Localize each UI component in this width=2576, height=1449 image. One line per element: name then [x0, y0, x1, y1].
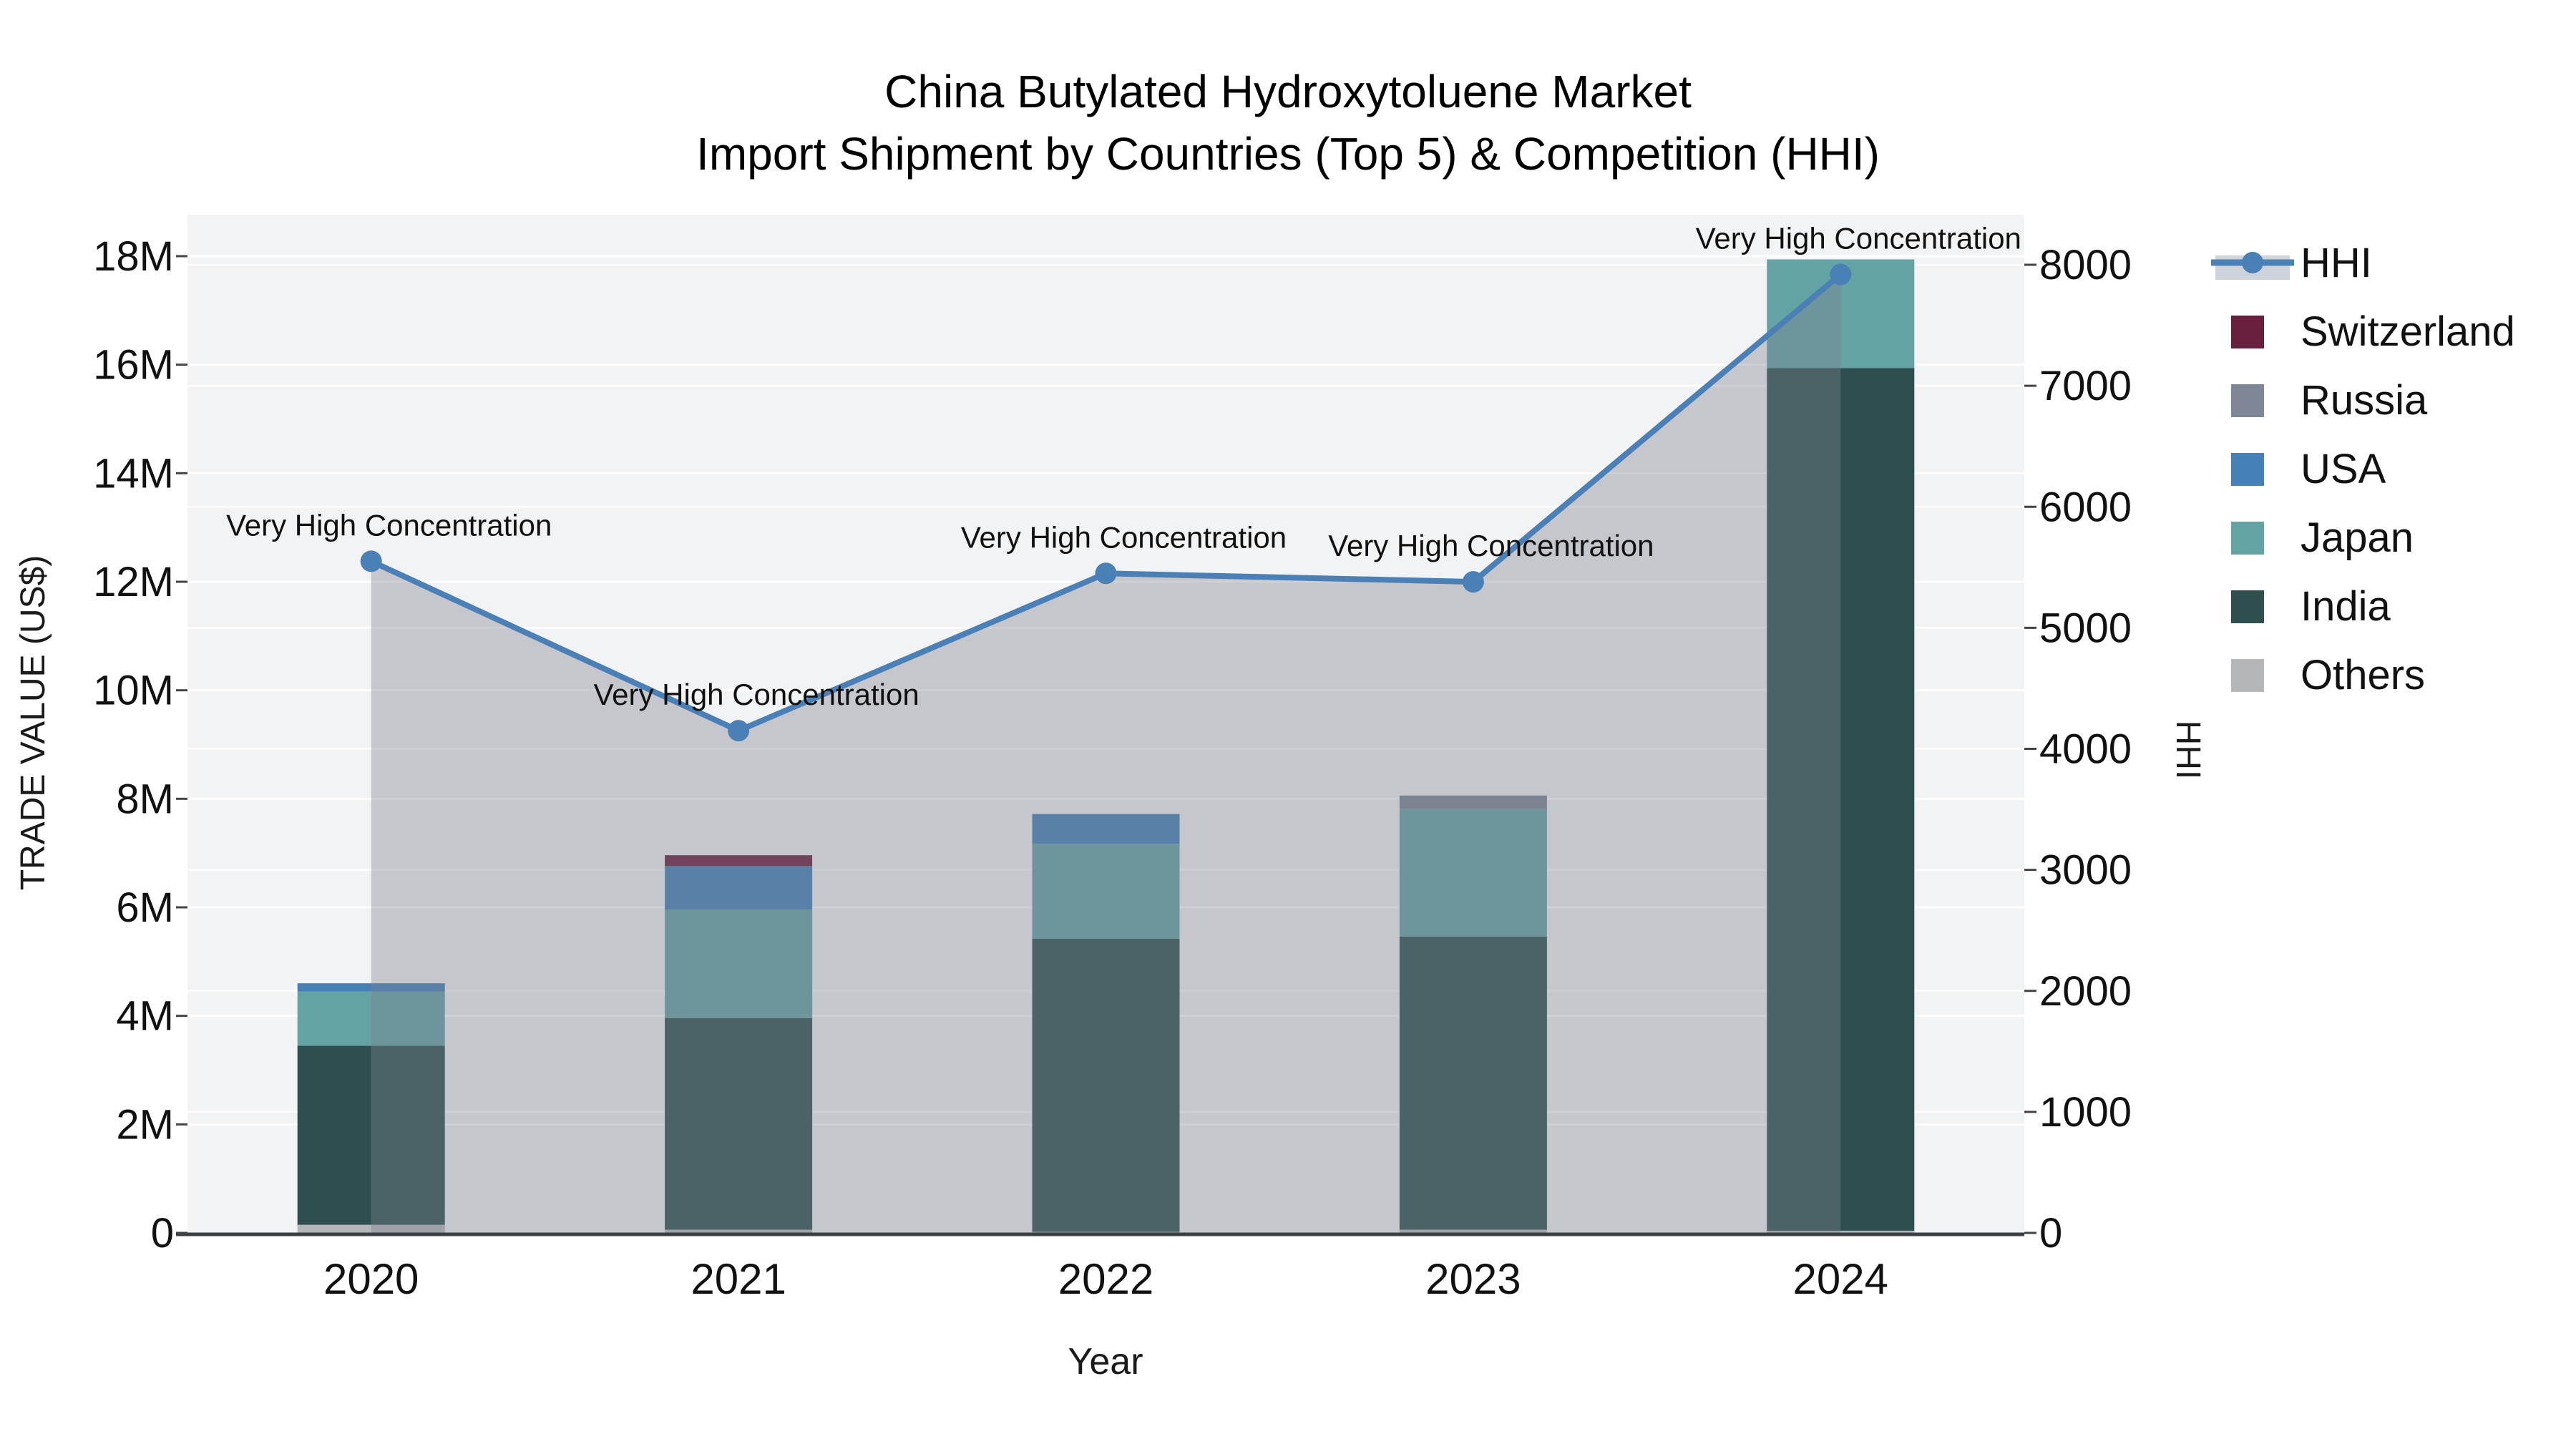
left-axis-tick-label: 6M — [116, 884, 174, 931]
legend-swatch-russia — [2231, 384, 2264, 417]
bar-segment-india-2024[interactable] — [1767, 368, 1915, 1231]
bar-segment-others-2024[interactable] — [1767, 1230, 1915, 1233]
hhi-marker-2022[interactable] — [1095, 562, 1117, 585]
left-axis-tick-label: 18M — [93, 233, 174, 280]
legend: HHI Switzerland Russia USA Japan India Others — [2211, 240, 2515, 698]
hhi-marker-2021[interactable] — [728, 720, 750, 742]
left-axis-tick-label: 10M — [93, 668, 174, 714]
x-tick-label-2020: 2020 — [323, 1255, 419, 1303]
left-axis-title: TRADE VALUE (US$) — [14, 555, 52, 891]
x-axis-title: Year — [1068, 1341, 1143, 1382]
hhi-annotation-2020: Very High Concentration — [226, 508, 552, 542]
legend-label-others: Others — [2301, 652, 2425, 698]
legend-label-switzerland: Switzerland — [2301, 308, 2515, 355]
bar-segment-switzerland-2021[interactable] — [665, 855, 813, 867]
bar-segment-japan-2022[interactable] — [1032, 844, 1180, 939]
right-axis-tick-label: 7000 — [2039, 363, 2132, 409]
right-axis-tick-label: 2000 — [2039, 968, 2132, 1015]
right-axis-tick-label: 8000 — [2039, 242, 2132, 288]
legend-item-japan[interactable]: Japan — [2231, 514, 2414, 561]
right-axis-tick-label: 5000 — [2039, 605, 2132, 651]
hhi-annotation-2024: Very High Concentration — [1696, 222, 2021, 255]
x-tick-label-2022: 2022 — [1058, 1255, 1153, 1303]
legend-label-japan: Japan — [2301, 514, 2414, 561]
legend-item-india[interactable]: India — [2231, 583, 2391, 630]
left-axis-tick-label: 12M — [93, 559, 174, 605]
right-axis-tick-label: 6000 — [2039, 484, 2132, 530]
legend-swatch-switzerland — [2231, 316, 2264, 348]
left-axis-tick-label: 14M — [93, 450, 174, 497]
legend-label-usa: USA — [2301, 446, 2386, 492]
left-axis-tick-label: 4M — [116, 993, 174, 1040]
legend-item-russia[interactable]: Russia — [2231, 377, 2428, 424]
legend-swatch-others — [2231, 659, 2264, 692]
legend-label-india: India — [2301, 583, 2391, 630]
left-axis-tick-label: 0 — [151, 1210, 174, 1257]
right-axis-tick-label: 1000 — [2039, 1089, 2132, 1136]
legend-item-usa[interactable]: USA — [2231, 446, 2386, 492]
right-axis-tick-label: 0 — [2039, 1210, 2062, 1257]
legend-label-hhi: HHI — [2301, 240, 2372, 286]
bar-segment-others-2023[interactable] — [1399, 1229, 1547, 1233]
bar-segment-india-2021[interactable] — [665, 1018, 813, 1230]
legend-label-russia: Russia — [2301, 377, 2428, 424]
left-axis-tick-label: 2M — [116, 1101, 174, 1148]
legend-hhi-marker-swatch — [2242, 252, 2263, 273]
bar-segment-japan-2021[interactable] — [665, 909, 813, 1018]
legend-item-switzerland[interactable]: Switzerland — [2231, 308, 2515, 355]
chart-title-line1: China Butylated Hydroxytoluene Market — [884, 66, 1692, 117]
bar-segment-india-2022[interactable] — [1032, 938, 1180, 1232]
bar-segment-india-2023[interactable] — [1399, 936, 1547, 1230]
bar-segment-usa-2022[interactable] — [1032, 814, 1180, 844]
legend-swatch-usa — [2231, 453, 2264, 486]
hhi-annotation-2021: Very High Concentration — [593, 678, 919, 711]
x-tick-label-2024: 2024 — [1793, 1255, 1888, 1303]
bar-segment-usa-2020[interactable] — [297, 983, 445, 992]
x-tick-label-2023: 2023 — [1425, 1255, 1521, 1303]
bar-segment-russia-2023[interactable] — [1399, 795, 1547, 809]
bar-segment-others-2021[interactable] — [665, 1229, 813, 1233]
bar-segment-usa-2021[interactable] — [665, 866, 813, 910]
plot-group: Very High Concentration Very High Concent… — [93, 215, 2132, 1303]
hhi-area-fill — [371, 274, 1841, 1233]
legend-swatch-japan — [2231, 522, 2264, 555]
right-axis-tick-label: 4000 — [2039, 726, 2132, 773]
right-axis-title: HHI — [2169, 721, 2207, 780]
x-tick-label-2021: 2021 — [691, 1255, 786, 1303]
hhi-marker-2024[interactable] — [1830, 263, 1852, 286]
bar-segment-india-2020[interactable] — [297, 1045, 445, 1225]
hhi-annotation-2023: Very High Concentration — [1328, 529, 1654, 562]
chart-title-line2: Import Shipment by Countries (Top 5) & C… — [696, 128, 1880, 180]
left-axis-tick-label: 16M — [93, 342, 174, 389]
right-axis-tick-label: 3000 — [2039, 847, 2132, 894]
bar-segment-others-2022[interactable] — [1032, 1231, 1180, 1233]
legend-swatch-india — [2231, 590, 2264, 623]
legend-item-hhi[interactable]: HHI — [2211, 240, 2372, 286]
legend-item-others[interactable]: Others — [2231, 652, 2425, 698]
hhi-marker-2023[interactable] — [1462, 571, 1484, 593]
left-axis-tick-label: 8M — [116, 776, 174, 822]
bar-segment-others-2020[interactable] — [297, 1224, 445, 1233]
bar-segment-japan-2023[interactable] — [1399, 809, 1547, 937]
hhi-marker-2020[interactable] — [360, 550, 382, 572]
hhi-annotation-2022: Very High Concentration — [961, 520, 1287, 554]
bar-segment-japan-2020[interactable] — [297, 991, 445, 1046]
